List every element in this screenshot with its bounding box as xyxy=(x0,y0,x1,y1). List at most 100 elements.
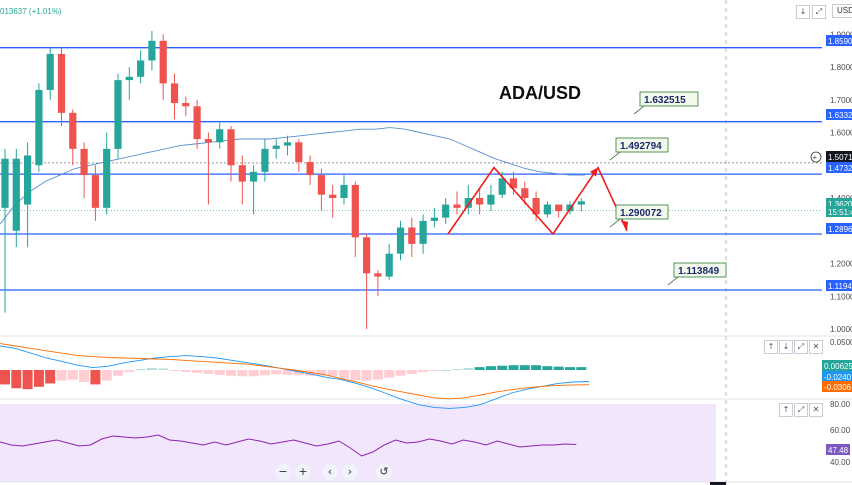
price-tag-bg xyxy=(826,109,852,120)
rsi-band-area xyxy=(0,404,716,482)
macd-move-down-button[interactable]: ↓ xyxy=(779,340,793,354)
rsi-tag-bg xyxy=(826,444,850,455)
macd-tag-bg xyxy=(822,360,852,371)
annotation-label: 1.492794 xyxy=(620,141,662,152)
candle-body xyxy=(374,273,382,277)
candle-body xyxy=(555,204,563,212)
macd-histogram-bar xyxy=(474,367,485,370)
candle-body xyxy=(521,188,529,198)
moving-average-line xyxy=(0,127,585,225)
candle-body xyxy=(261,148,269,172)
candle-body xyxy=(340,184,348,198)
candle-body xyxy=(80,148,88,176)
candle-body xyxy=(306,161,314,176)
macd-line xyxy=(0,345,590,409)
candle-body xyxy=(69,112,77,149)
rsi-maximize-button[interactable]: ⤢ xyxy=(794,403,808,417)
candle-body xyxy=(487,194,495,205)
macd-histogram-bar xyxy=(214,370,225,375)
reset-chart-button[interactable]: ↺ xyxy=(376,464,392,480)
macd-histogram-bar xyxy=(350,370,361,381)
macd-tag-label: -0.0306 xyxy=(824,383,852,392)
macd-histogram-bar xyxy=(22,370,33,390)
macd-histogram-bar xyxy=(339,370,349,379)
rsi-tag-label: 47.48 xyxy=(828,446,849,455)
candle-body xyxy=(396,227,405,254)
candle-body xyxy=(35,89,43,166)
macd-histogram-bar xyxy=(384,370,395,378)
macd-histogram-bar xyxy=(226,370,236,376)
macd-histogram-bar xyxy=(519,365,530,370)
annotation-label: 1.113849 xyxy=(678,266,720,277)
candle-body xyxy=(57,53,66,113)
maximize-pane-button[interactable]: ⤢ xyxy=(812,5,826,19)
macd-histogram-bar xyxy=(67,370,78,380)
macd-close-button[interactable]: ✕ xyxy=(809,340,823,354)
macd-histogram-bar xyxy=(146,368,157,370)
annotation-box xyxy=(615,204,669,220)
candle-body xyxy=(509,178,518,189)
zoom-out-button[interactable]: − xyxy=(275,464,291,480)
macd-histogram-bar xyxy=(293,370,304,376)
macd-histogram-bar xyxy=(485,366,496,370)
pattern-arrow-head xyxy=(590,167,598,177)
candle-body xyxy=(430,217,438,221)
macd-maximize-button[interactable]: ⤢ xyxy=(794,340,808,354)
annotation-label: 1.290072 xyxy=(620,208,662,219)
candle-body xyxy=(498,178,506,195)
macd-histogram-bar xyxy=(463,368,474,370)
price-tag-bg xyxy=(826,206,852,217)
candle-body xyxy=(204,139,212,143)
price-tag-label: 1.28968 xyxy=(828,225,852,234)
candle-body xyxy=(182,103,190,107)
candle-body xyxy=(283,142,292,146)
price-tag-label: 1.63322 xyxy=(828,111,852,120)
candle-body xyxy=(1,158,9,208)
candle-body xyxy=(250,171,258,182)
macd-move-up-button[interactable]: ↑ xyxy=(764,340,778,354)
candle-body xyxy=(532,198,540,215)
rsi-tick-label: 40.00 xyxy=(830,458,851,467)
annotation-box xyxy=(639,91,699,107)
macd-histogram-bar xyxy=(553,366,564,370)
candle-body xyxy=(193,106,201,140)
rsi-tick-label: 80.00 xyxy=(830,400,851,409)
candle-body xyxy=(103,148,111,208)
candle-body xyxy=(317,175,325,195)
macd-histogram-bar xyxy=(361,370,372,381)
candle-body xyxy=(216,129,224,143)
macd-histogram-bar xyxy=(11,370,22,389)
candle-body xyxy=(385,253,393,277)
price-tag-label: 1.11948 xyxy=(828,282,852,291)
candle-body xyxy=(238,165,246,182)
pattern-zigzag xyxy=(447,165,628,236)
candle-body xyxy=(476,198,484,205)
price-tick-label: 1.00000 xyxy=(830,325,852,334)
zoom-in-button[interactable]: + xyxy=(295,464,311,480)
scroll-left-button[interactable]: ‹ xyxy=(322,464,338,480)
price-tick-label: 1.60000 xyxy=(830,129,852,138)
price-tag-bg xyxy=(826,162,852,173)
candle-body xyxy=(12,158,20,231)
candle-body xyxy=(125,76,133,81)
candle-body xyxy=(419,220,427,244)
macd-histogram-bar xyxy=(406,370,417,374)
price-tag-bg xyxy=(826,223,852,234)
rsi-move-up-button[interactable]: ↑ xyxy=(779,403,793,417)
macd-histogram-bar xyxy=(135,369,146,371)
rsi-line xyxy=(0,434,577,457)
macd-histogram-bar xyxy=(395,370,406,376)
macd-histogram-bar xyxy=(531,365,542,370)
macd-histogram-bar xyxy=(271,370,282,375)
currency-button[interactable]: USD xyxy=(832,4,852,18)
candle-body xyxy=(408,227,416,244)
scroll-down-button[interactable]: ↓ xyxy=(796,5,810,19)
rsi-close-button[interactable]: ✕ xyxy=(809,403,823,417)
price-tag-bg xyxy=(826,35,852,46)
macd-histogram-bar xyxy=(372,370,383,380)
scroll-right-button[interactable]: › xyxy=(342,464,358,480)
annotation-box xyxy=(615,137,669,153)
